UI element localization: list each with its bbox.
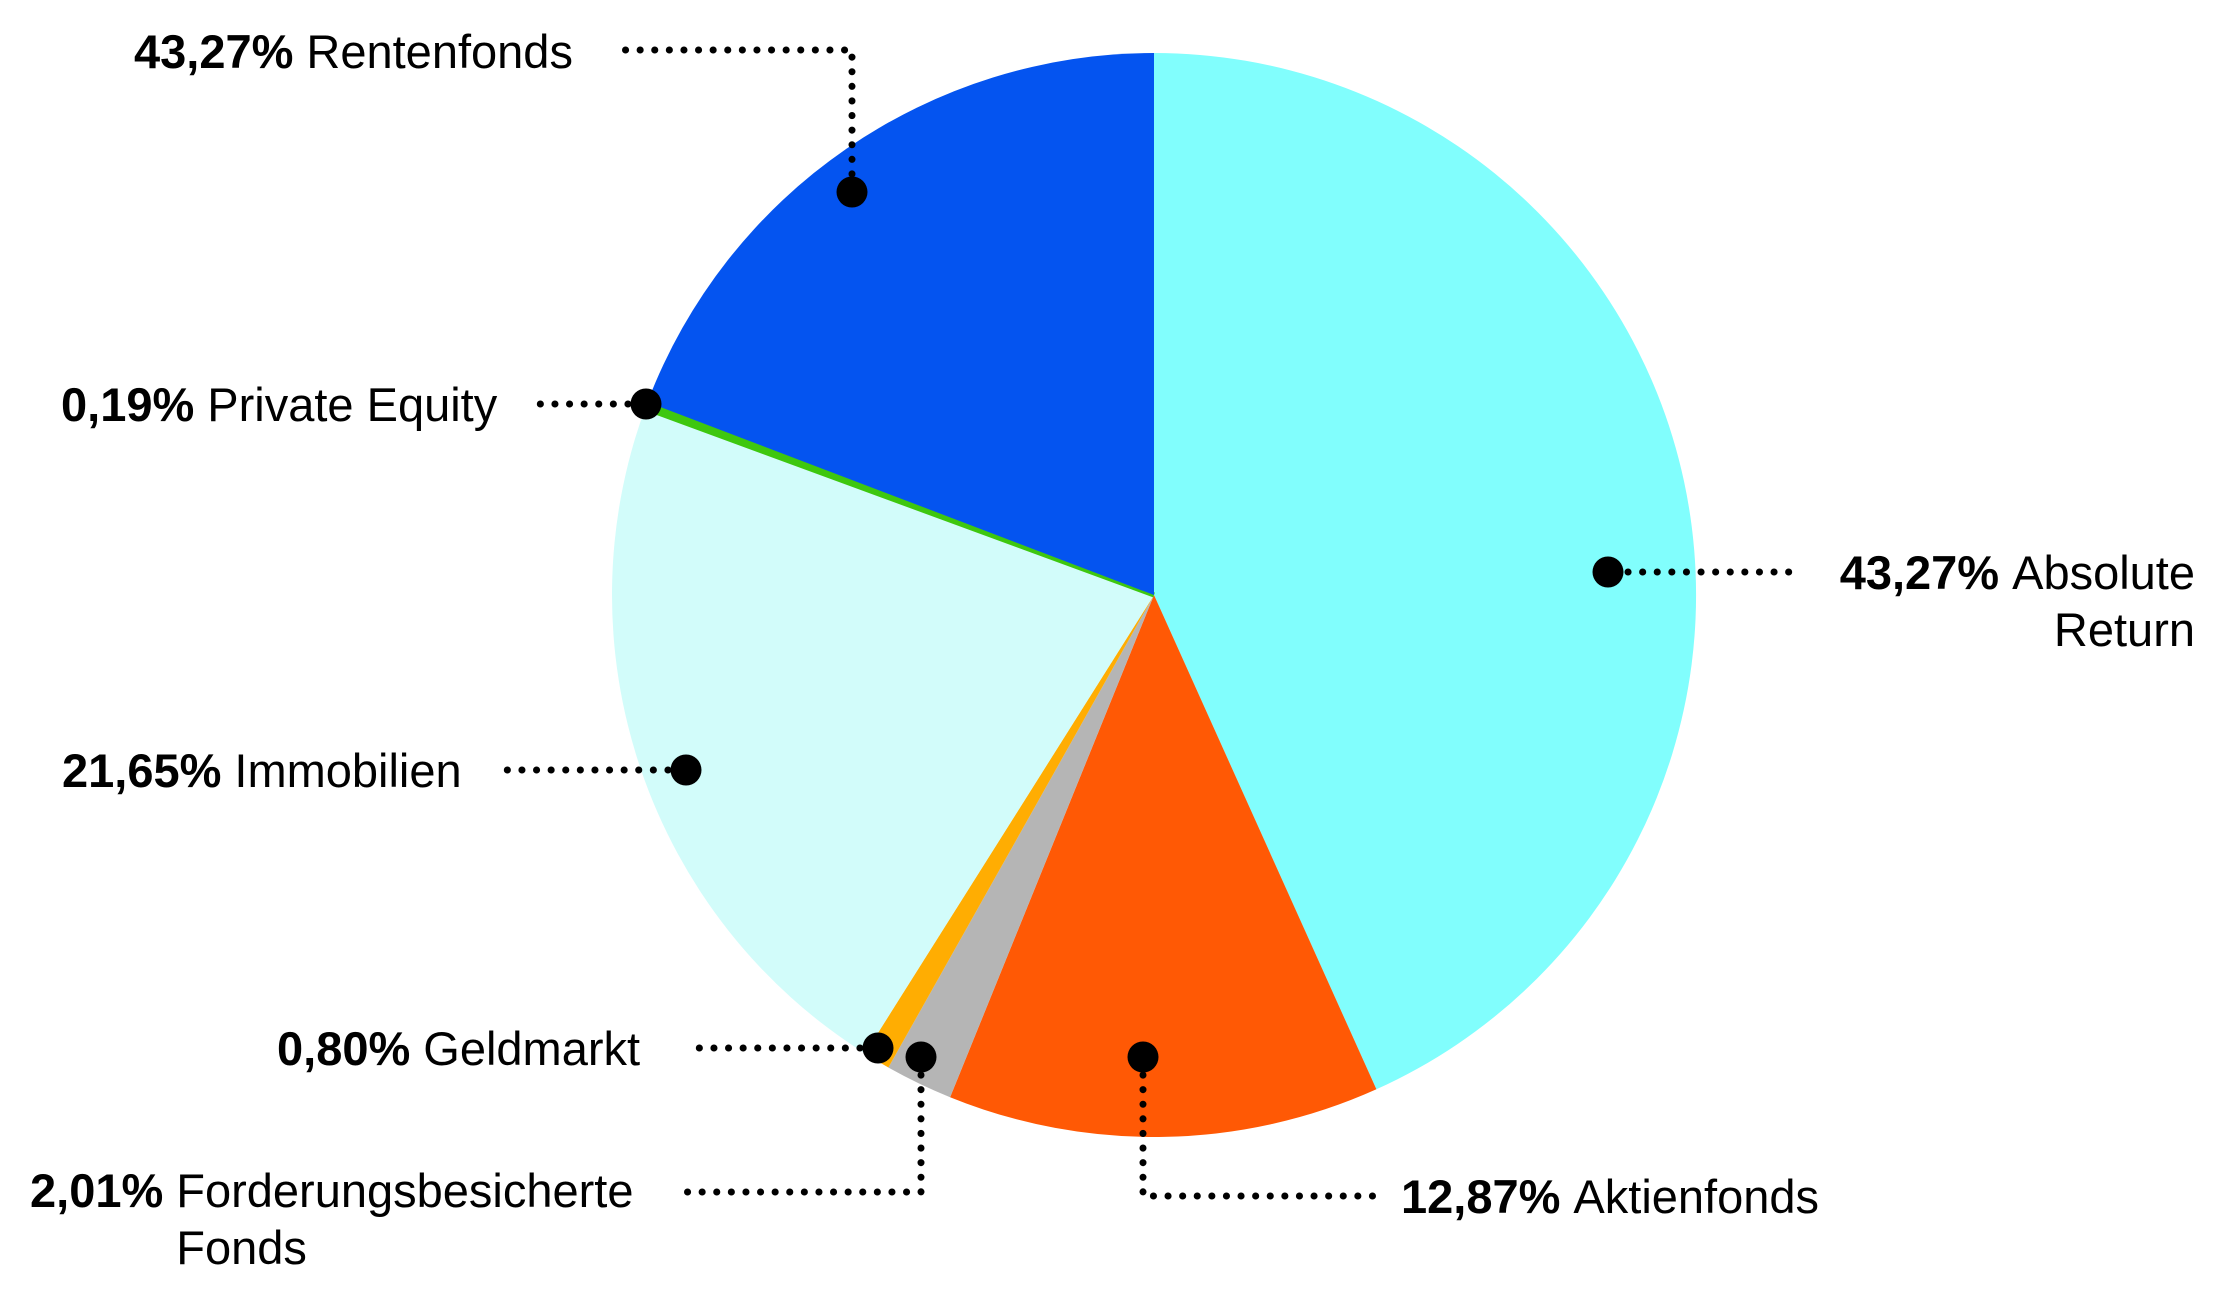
leader-dot-immobilien xyxy=(670,754,702,786)
label-forderungsbesicherte-name: Forderungsbesicherte Fonds xyxy=(176,1164,634,1274)
label-rentenfonds-percent: 43,27% xyxy=(134,25,294,78)
label-rentenfonds-name: Rentenfonds xyxy=(306,25,573,78)
label-private-equity: 0,19% Private Equity xyxy=(61,376,497,433)
pie-slice-aktienfonds xyxy=(950,595,1377,1138)
leader-dot-private-equity xyxy=(630,388,662,420)
label-geldmarkt-name: Geldmarkt xyxy=(423,1022,641,1075)
label-geldmarkt: 0,80% Geldmarkt xyxy=(277,1020,640,1077)
pie-slice-forderungsbesicherte-fonds xyxy=(888,595,1154,1098)
label-absolute-return: 43,27% Absolute Return xyxy=(1800,544,2195,658)
label-private-equity-percent: 0,19% xyxy=(61,378,195,431)
pie-slice-immobilien xyxy=(612,408,1154,1054)
leader-dot-forderungsbesicherte-fonds xyxy=(905,1041,937,1073)
label-absolute-return-percent: 43,27% xyxy=(1839,546,2000,599)
leader-line-aktienfonds xyxy=(1139,1071,1389,1200)
pie-slice-rentenfonds xyxy=(647,53,1154,595)
label-aktienfonds: 12,87% Aktienfonds xyxy=(1401,1168,1819,1225)
label-immobilien-percent: 21,65% xyxy=(62,744,222,797)
label-private-equity-name: Private Equity xyxy=(207,378,498,431)
leader-dot-rentenfonds xyxy=(836,176,868,208)
leader-dot-absolute-return xyxy=(1592,556,1624,588)
label-forderungsbesicherte-percent: 2,01% xyxy=(30,1164,164,1217)
label-geldmarkt-percent: 0,80% xyxy=(277,1022,411,1075)
label-rentenfonds: 43,27% Rentenfonds xyxy=(134,23,573,80)
label-immobilien-name: Immobilien xyxy=(234,744,462,797)
leader-dot-geldmarkt xyxy=(862,1032,894,1064)
label-absolute-return-name: Absolute Return xyxy=(2012,546,2195,656)
pie-slice-geldmarkt xyxy=(865,595,1154,1068)
leader-dot-aktienfonds xyxy=(1127,1041,1159,1073)
leader-line-forderungsbesicherte-fonds xyxy=(680,1071,925,1196)
label-immobilien: 21,65% Immobilien xyxy=(62,742,462,799)
pie-slice-absolute-return xyxy=(1154,52,1697,1090)
label-aktienfonds-name: Aktienfonds xyxy=(1573,1170,1820,1223)
label-aktienfonds-percent: 12,87% xyxy=(1401,1170,1561,1223)
label-forderungsbesicherte-fonds: 2,01% Forderungsbesicherte Fonds xyxy=(30,1162,710,1276)
leader-line-rentenfonds xyxy=(608,46,856,178)
